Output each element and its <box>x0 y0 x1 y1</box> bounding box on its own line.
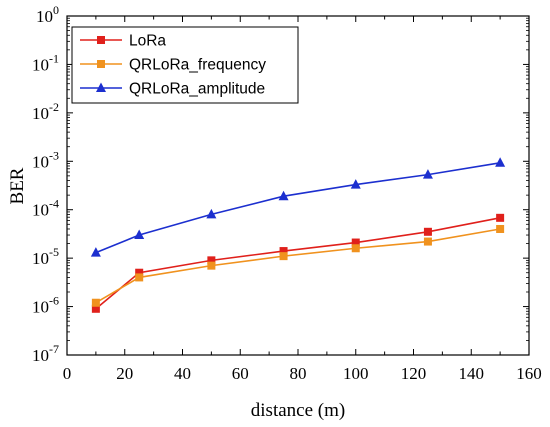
legend-item-LoRa: LoRa <box>80 33 166 50</box>
y-tick-label--7: 10-7 <box>32 342 59 365</box>
legend-item-QRLoRa_amplitude: QRLoRa_amplitude <box>80 81 265 98</box>
x-tick-label-100: 100 <box>343 364 369 383</box>
y-tick-label-0: 100 <box>36 3 59 26</box>
x-tick-label-60: 60 <box>232 364 249 383</box>
data-point-QRLoRa_amplitude <box>495 157 506 167</box>
legend-label: QRLoRa_amplitude <box>129 81 265 98</box>
data-point-LoRa <box>351 238 360 247</box>
y-axis-label: BER <box>7 167 28 204</box>
y-tick-label--2: 10-2 <box>32 100 59 123</box>
data-point-QRLoRa_amplitude <box>350 179 361 189</box>
x-tick-label-160: 160 <box>516 364 542 383</box>
legend-label: LoRa <box>129 33 166 50</box>
legend-item-QRLoRa_frequency: QRLoRa_frequency <box>80 57 266 74</box>
x-tick-label-140: 140 <box>459 364 485 383</box>
legend-marker <box>96 82 106 92</box>
axes: 0 20 40 60 80 100 120 140 160 100 10-1 10-2 10-3 10-4… <box>32 3 542 383</box>
data-point-QRLoRa_frequency <box>351 244 360 253</box>
data-point-LoRa <box>496 213 505 222</box>
data-point-QRLoRa_frequency <box>496 224 505 233</box>
data-point-QRLoRa_frequency <box>91 298 100 307</box>
legend-label: QRLoRa_frequency <box>129 57 266 74</box>
data-point-LoRa <box>207 256 216 265</box>
data-point-LoRa <box>91 304 100 313</box>
data-point-LoRa <box>279 247 288 256</box>
data-point-QRLoRa_frequency <box>207 261 216 270</box>
data-point-QRLoRa_amplitude <box>134 229 145 240</box>
x-tick-label-20: 20 <box>116 364 133 383</box>
x-axis-label: distance (m) <box>251 400 345 421</box>
legend-marker <box>97 36 105 44</box>
data-point-QRLoRa_frequency <box>279 252 288 261</box>
data-point-LoRa <box>135 268 144 277</box>
data-point-QRLoRa_frequency <box>423 237 432 246</box>
data-point-QRLoRa_amplitude <box>422 169 433 179</box>
data-point-QRLoRa_amplitude <box>278 190 289 201</box>
series-QRLoRa_frequency <box>91 224 505 307</box>
x-tick-label-0: 0 <box>63 364 72 383</box>
data-point-QRLoRa_amplitude <box>206 208 217 219</box>
data-point-QRLoRa_amplitude <box>90 247 101 257</box>
legend-marker <box>97 60 105 68</box>
y-tick-label--3: 10-3 <box>32 148 59 171</box>
x-tick-label-40: 40 <box>174 364 191 383</box>
data-point-LoRa <box>423 227 432 236</box>
series-LoRa <box>91 213 505 313</box>
data-point-QRLoRa_frequency <box>135 273 144 282</box>
x-tick-label-80: 80 <box>290 364 307 383</box>
y-tick-label--6: 10-6 <box>32 294 59 317</box>
y-tick-label--5: 10-5 <box>32 245 59 268</box>
legend: LoRa QRLoRa_frequency QRLoRa_amplitude <box>71 26 299 104</box>
y-tick-label--4: 10-4 <box>32 197 59 220</box>
series-layer <box>90 157 506 313</box>
y-tick-label--1: 10-1 <box>32 51 59 74</box>
series-QRLoRa_amplitude <box>90 157 506 257</box>
x-tick-label-120: 120 <box>401 364 427 383</box>
